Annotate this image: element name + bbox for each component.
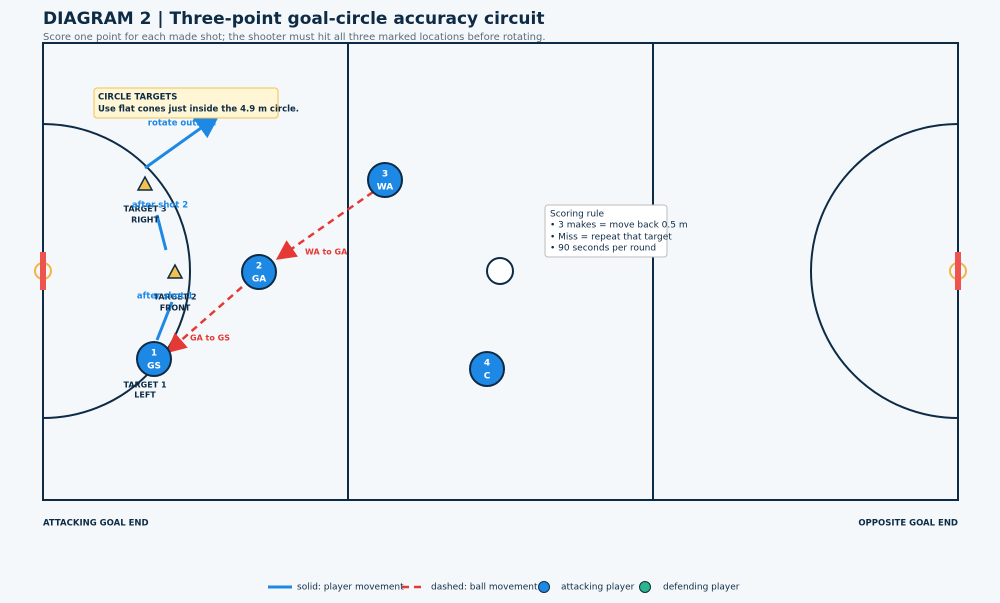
legend-label: solid: player movement <box>297 583 404 593</box>
movement-label: rotate outside <box>148 119 217 129</box>
pass-label: WA to GA <box>305 248 348 257</box>
legend-label: dashed: ball movement <box>431 583 538 593</box>
player-number: 2 <box>256 262 262 272</box>
scoring-title: Scoring rule <box>550 210 605 220</box>
player-position: GS <box>147 362 161 372</box>
movement-lines <box>144 114 220 341</box>
target-label: TARGET 3 <box>123 205 166 214</box>
legend-label: defending player <box>663 583 740 593</box>
player-number: 1 <box>151 349 157 359</box>
scoring-line: • Miss = repeat that target <box>550 233 672 243</box>
legend: solid: player movement dashed: ball move… <box>268 581 740 593</box>
movement-label: after shot 2 <box>132 201 188 211</box>
goal-posts <box>34 252 967 290</box>
scoring-line: • 90 seconds per round <box>550 244 656 254</box>
movement-label: after shot 1 <box>137 292 193 302</box>
scoring-line: • 3 makes = move back 0.5 m <box>550 221 688 231</box>
subtitle: Score one point for each made shot; the … <box>43 32 546 43</box>
callout-text: Use flat cones just inside the 4.9 m cir… <box>98 105 299 115</box>
target-label: FRONT <box>160 304 191 313</box>
target-label: RIGHT <box>131 216 159 225</box>
callout: CIRCLE TARGETS Use flat cones just insid… <box>93 87 299 119</box>
player-position: GA <box>252 275 266 285</box>
legend-label: attacking player <box>561 583 635 593</box>
callout-title: CIRCLE TARGETS <box>98 93 177 103</box>
player-position: WA <box>377 183 394 193</box>
scoring-box: Scoring rule • 3 makes = move back 0.5 m… <box>544 204 688 258</box>
player-number: 3 <box>382 170 388 180</box>
pass-label: GA to GS <box>190 334 230 343</box>
title: DIAGRAM 2 | Three-point goal-circle accu… <box>43 9 544 29</box>
player-position: C <box>484 372 491 382</box>
players: 1 GS 2 GA 3 WA 4 C <box>136 162 505 387</box>
end-label: ATTACKING GOAL END <box>43 519 149 529</box>
target-label: TARGET 1 <box>123 381 166 390</box>
player-number: 4 <box>484 359 490 369</box>
targets <box>136 175 184 279</box>
ball-passes <box>166 190 374 354</box>
target-label: LEFT <box>134 391 156 400</box>
target-label: TARGET 2 <box>153 293 196 302</box>
end-label: OPPOSITE GOAL END <box>858 519 958 529</box>
